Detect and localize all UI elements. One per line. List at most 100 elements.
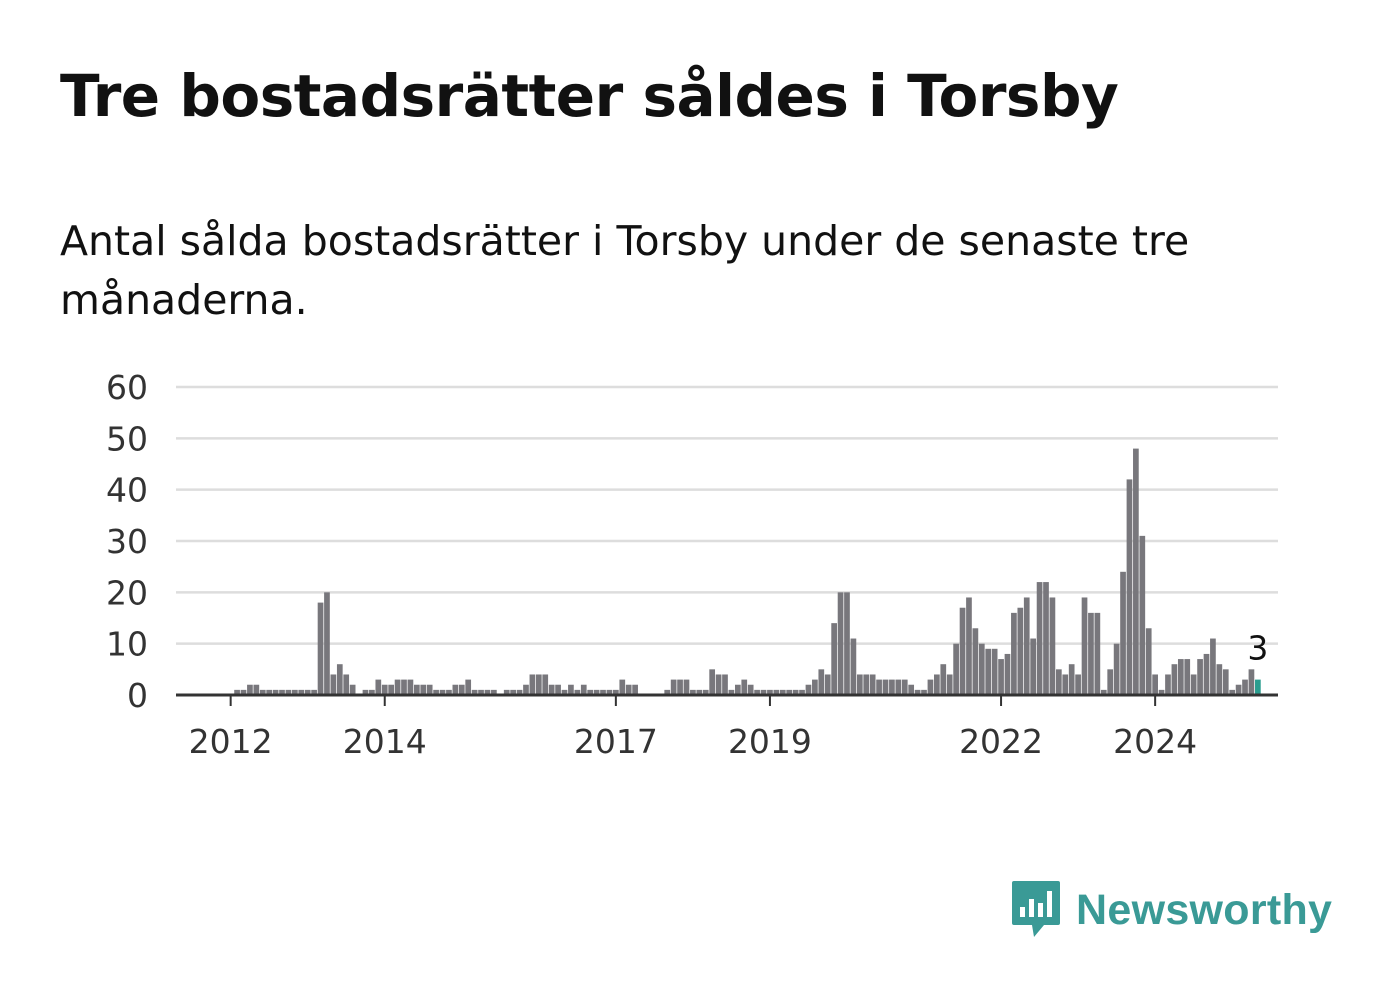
bar — [741, 679, 748, 695]
chart-title: Tre bostadsrätter såldes i Torsby — [60, 62, 1119, 130]
bar — [805, 684, 812, 695]
bar — [349, 684, 356, 695]
bar — [747, 684, 754, 695]
y-tick-label: 40 — [106, 471, 148, 510]
bar — [1203, 653, 1210, 695]
bar — [812, 679, 818, 695]
brand-name: Newsworthy — [1076, 885, 1333, 934]
bar — [998, 659, 1004, 695]
bar — [516, 689, 523, 695]
bar — [1242, 679, 1248, 695]
bar — [959, 607, 966, 695]
bar — [407, 679, 414, 695]
bar — [709, 669, 716, 695]
bar — [619, 679, 626, 695]
bar — [1023, 597, 1030, 695]
bar — [696, 689, 703, 695]
bar — [420, 684, 427, 695]
bar — [664, 689, 671, 695]
bar — [317, 602, 324, 695]
bar — [1158, 689, 1165, 695]
bar — [991, 648, 998, 695]
bar — [1197, 659, 1203, 695]
bar — [824, 674, 831, 695]
bar — [253, 684, 260, 695]
bar — [966, 597, 972, 695]
bar — [1049, 597, 1056, 695]
bar — [587, 689, 594, 695]
bar — [702, 689, 709, 695]
bar — [670, 679, 677, 695]
bar — [844, 592, 850, 695]
bar — [458, 684, 465, 695]
bar — [1075, 674, 1081, 695]
x-tick-label: 2019 — [728, 722, 812, 761]
bar — [632, 684, 638, 695]
bar — [927, 679, 934, 695]
bar — [426, 684, 433, 695]
bar — [285, 689, 292, 695]
bar — [471, 689, 478, 695]
bar — [722, 674, 728, 695]
bar — [792, 689, 799, 695]
bar — [799, 689, 805, 695]
bar — [728, 689, 735, 695]
bar — [555, 684, 561, 695]
bar — [1216, 664, 1223, 695]
bar — [266, 689, 273, 695]
bar — [330, 674, 337, 695]
bar — [715, 674, 722, 695]
bar — [381, 684, 388, 695]
bar — [484, 689, 491, 695]
bar — [1030, 638, 1037, 695]
bar — [259, 689, 266, 695]
y-axis-tick-labels: 0 10 20 30 40 50 60 — [106, 368, 148, 715]
bar — [362, 689, 369, 695]
bar — [593, 689, 600, 695]
bar — [413, 684, 420, 695]
bar — [625, 684, 632, 695]
bar — [446, 689, 452, 695]
bar — [773, 689, 780, 695]
bar — [779, 689, 786, 695]
bar — [1190, 674, 1197, 695]
bar — [1235, 684, 1242, 695]
bar — [439, 689, 446, 695]
bar — [510, 689, 516, 695]
bar — [953, 643, 959, 695]
bar — [889, 679, 895, 695]
annotations: 3 — [1247, 629, 1268, 668]
bar — [677, 679, 683, 695]
bar — [901, 679, 908, 695]
bar — [1100, 689, 1107, 695]
bar — [1133, 448, 1139, 695]
bar — [1248, 669, 1255, 695]
bar — [895, 679, 902, 695]
bar — [1222, 669, 1229, 695]
x-tick-label: 2014 — [343, 722, 427, 761]
bar — [831, 623, 837, 695]
bar — [1004, 653, 1011, 695]
bar — [1139, 535, 1146, 695]
bar — [401, 679, 407, 695]
bar — [1113, 643, 1120, 695]
bar — [1068, 664, 1075, 695]
bar — [1152, 674, 1158, 695]
bar — [754, 689, 760, 695]
bar — [869, 674, 876, 695]
bar — [234, 689, 240, 695]
bar — [574, 689, 581, 695]
bar — [343, 674, 350, 695]
bar — [523, 684, 529, 695]
y-tick-label: 50 — [106, 419, 148, 458]
y-tick-label: 0 — [127, 676, 148, 715]
bar — [1177, 659, 1184, 695]
bar — [600, 689, 606, 695]
bar — [394, 679, 401, 695]
bar — [1081, 597, 1088, 695]
bar — [1094, 612, 1101, 695]
bar — [1165, 674, 1171, 695]
bar — [529, 674, 536, 695]
bar — [837, 592, 844, 695]
